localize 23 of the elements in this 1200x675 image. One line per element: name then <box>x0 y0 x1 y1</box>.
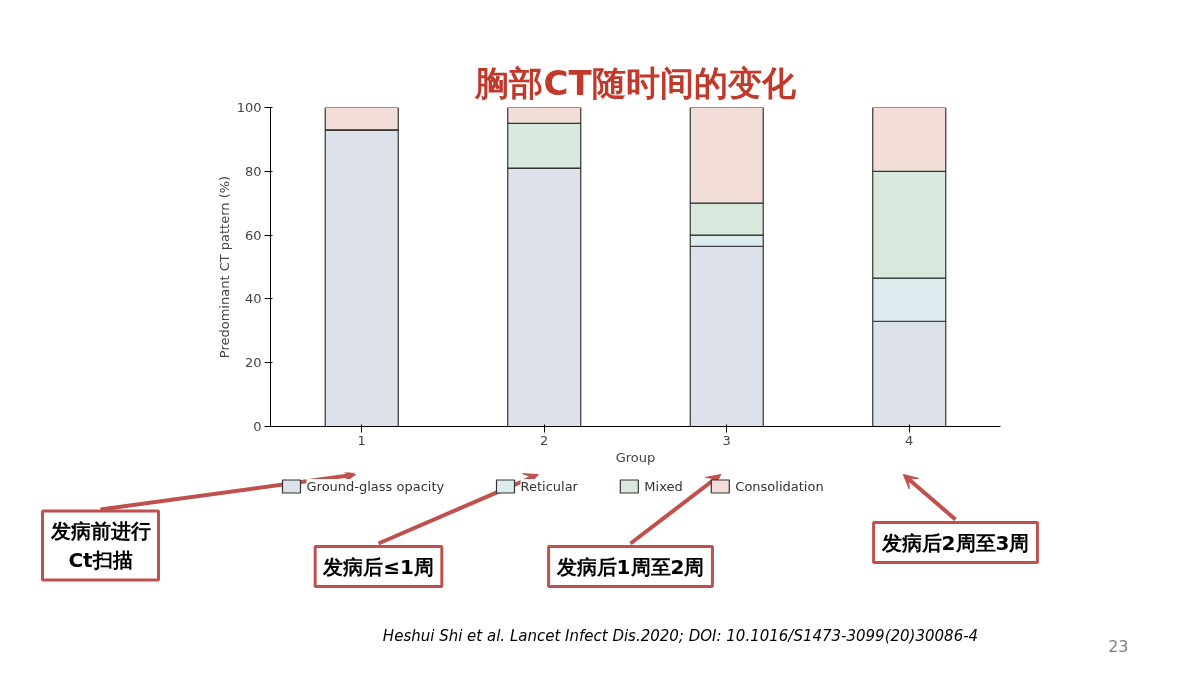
text: 23 <box>1108 636 1129 656</box>
y-tick-label: 20 <box>244 355 262 371</box>
y-tick-label: 100 <box>236 100 262 115</box>
x-tick-label: 3 <box>722 432 731 448</box>
y-tick-label: 0 <box>253 419 262 434</box>
y-axis-title: Predominant CT pattern (%) <box>216 175 232 359</box>
legend-label: Mixed <box>644 479 683 494</box>
text: 发病前进行 Ct扫描 <box>49 519 151 572</box>
y-tick-label: 80 <box>244 163 262 179</box>
legend-label: Consolidation <box>735 479 824 494</box>
x-tick-label: 2 <box>540 432 549 448</box>
x-axis-title: Group <box>615 449 656 465</box>
text: 发病后2周至3周 <box>880 530 1030 555</box>
y-tick-label: 40 <box>244 291 262 307</box>
text: 发病后1周至2周 <box>555 554 705 579</box>
legend-label: Ground-glass opacity <box>306 479 445 494</box>
x-tick-label: 1 <box>357 432 366 448</box>
text: 发病后≤1周 <box>322 554 434 579</box>
y-tick-label: 60 <box>244 227 262 243</box>
text: Heshui Shi et al. Lancet Infect Dis.2020; DOI: 10.1016/S1473-3099(20)30086-4 <box>382 626 979 645</box>
x-tick-label: 4 <box>905 432 914 448</box>
chart-title: 胸部CT随时间的变化 <box>474 62 797 103</box>
legend-label: Reticular <box>520 479 579 494</box>
